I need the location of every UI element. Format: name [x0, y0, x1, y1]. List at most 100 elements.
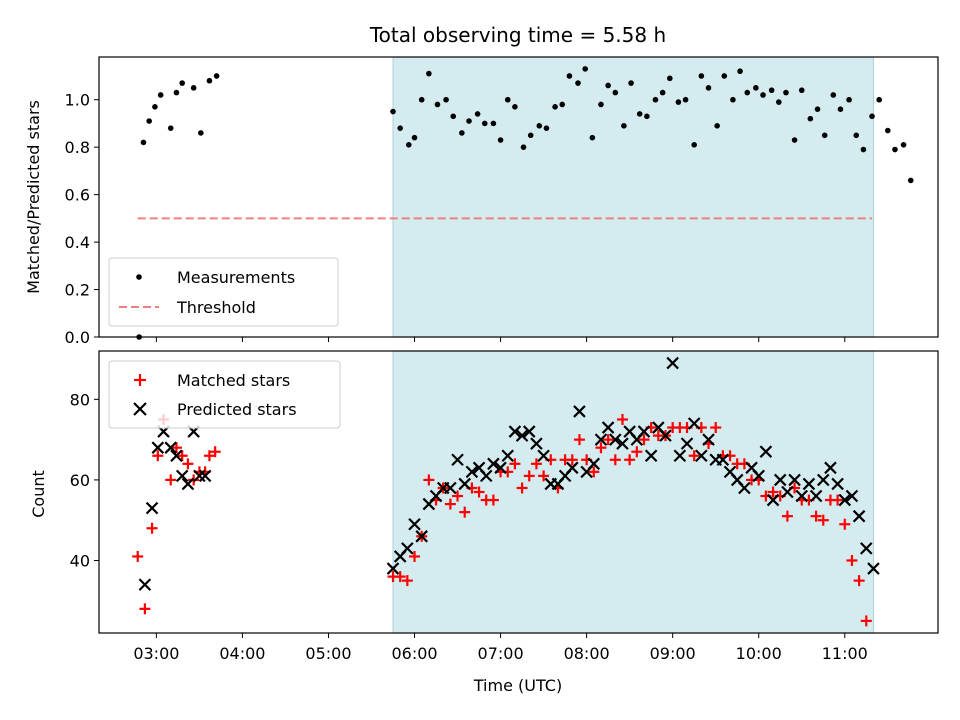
- measurement-point: [152, 104, 158, 110]
- measurement-point: [675, 99, 682, 105]
- predicted-star-point: [852, 509, 866, 523]
- measurement-point: [636, 111, 643, 117]
- measurement-point: [814, 106, 821, 113]
- bottom-y-axis-label: Count: [29, 470, 48, 518]
- measurement-point: [434, 101, 441, 108]
- matched-star-point: [853, 575, 865, 587]
- predicted-star-point: [644, 449, 658, 463]
- matched-star-point: [810, 510, 822, 522]
- matched-star-point: [152, 450, 164, 462]
- measurement-point: [146, 118, 152, 124]
- measurement-point: [807, 115, 814, 122]
- measurement-point: [543, 125, 550, 131]
- predicted-star-point: [637, 425, 651, 438]
- matched-star-point: [710, 422, 722, 434]
- measurement-point: [575, 80, 581, 86]
- measurement-point: [190, 85, 197, 91]
- measurement-point: [589, 134, 596, 141]
- predicted-star-point: [175, 469, 189, 483]
- matched-star-point: [538, 470, 550, 482]
- predicted-star-point: [587, 457, 601, 471]
- measurement-point: [621, 123, 627, 129]
- legend-marker-predicted-stars: [133, 402, 147, 416]
- predicted-star-point: [601, 421, 615, 434]
- measurement-point: [853, 132, 860, 139]
- measurement-point: [443, 96, 449, 103]
- predicted-star-point: [802, 477, 816, 491]
- bottom-y-axis: 40 60 80: [70, 390, 99, 570]
- predicted-star-point: [458, 477, 471, 491]
- measurement-point: [876, 96, 882, 103]
- top-y-axis: 0.0 0.2 0.4 0.6 0.8 1.0: [65, 91, 99, 347]
- matched-star-point: [616, 413, 628, 425]
- measurement-point: [714, 123, 720, 129]
- measurement-point: [426, 70, 432, 77]
- predicted-star-point: [145, 501, 159, 515]
- measurement-point: [783, 89, 789, 96]
- matched-star-point: [146, 522, 158, 534]
- measurement-point: [173, 89, 180, 96]
- x-axis: 03:00 04:00 05:00 06:00 07:00 08:00 09:00 10:00…: [133, 337, 868, 663]
- matched-star-point: [631, 446, 643, 458]
- x-tick-label: 03:00: [133, 644, 179, 663]
- predicted-star-point: [444, 481, 457, 495]
- y-tick-label: 1.0: [65, 91, 90, 110]
- y-tick-label: 40: [70, 551, 90, 570]
- predicted-star-point: [766, 493, 780, 507]
- measurement-point: [869, 113, 875, 120]
- x-tick-label: 09:00: [650, 644, 696, 663]
- legend-label-threshold: Threshold: [176, 298, 256, 317]
- matched-star-point: [839, 518, 851, 530]
- matched-star-point: [588, 466, 600, 478]
- measurement-point: [481, 120, 488, 127]
- predicted-star-point: [193, 469, 206, 483]
- predicted-star-point: [573, 405, 586, 418]
- matched-star-point: [860, 615, 872, 627]
- measurement-point: [705, 85, 712, 91]
- matched-star-point: [473, 486, 485, 498]
- predicted-star-point: [781, 485, 794, 499]
- y-tick-label: 0.8: [65, 138, 90, 157]
- top-panel-frame: [98, 56, 939, 338]
- predicted-star-point: [138, 578, 152, 591]
- predicted-star-point: [838, 493, 852, 507]
- measurement-point: [900, 141, 907, 148]
- measurement-point: [737, 68, 743, 75]
- measurement-point: [497, 137, 504, 143]
- top-panel: 0.0 0.2 0.4 0.6 0.8 1.0 Matched/Predicted sta…: [24, 56, 939, 347]
- measurement-point: [536, 123, 543, 129]
- predicted-star-point: [479, 469, 493, 483]
- measurement-point: [167, 125, 174, 131]
- matched-star-point: [817, 514, 829, 526]
- y-tick-label: 0.6: [65, 186, 90, 205]
- predicted-star-point: [508, 425, 522, 438]
- predicted-star-point: [465, 465, 479, 479]
- predicted-star-point: [198, 469, 212, 483]
- measurement-point: [721, 73, 728, 79]
- measurement-point: [791, 137, 798, 143]
- predicted-star-point: [752, 469, 766, 483]
- measurement-point: [830, 92, 837, 98]
- matched-star-point: [509, 458, 521, 470]
- measurement-point: [559, 101, 566, 108]
- top-legend: Measurements Threshold: [108, 257, 339, 327]
- measurement-point: [753, 85, 759, 91]
- measurement-point: [821, 132, 828, 139]
- predicted-star-point: [680, 437, 694, 450]
- legend-marker-measurements: [136, 274, 142, 280]
- measurement-point: [652, 96, 659, 103]
- measurement-point: [892, 146, 898, 153]
- predicted-star-point: [773, 473, 787, 487]
- predicted-star-point: [415, 530, 428, 543]
- matched-star-point: [832, 494, 844, 506]
- x-tick-label: 05:00: [305, 644, 351, 663]
- measurement-point: [582, 66, 588, 72]
- predicted-star-point: [702, 433, 715, 446]
- measurement-point: [837, 106, 844, 113]
- bottom-panel: 40 60 80 03:00 04:00 05:00 06:00 07:00 08:00 09:…: [29, 337, 939, 695]
- x-tick-label: 04:00: [219, 644, 265, 663]
- matched-star-point: [530, 458, 542, 470]
- predicted-star-point: [867, 562, 880, 575]
- predicted-star-point: [716, 453, 730, 467]
